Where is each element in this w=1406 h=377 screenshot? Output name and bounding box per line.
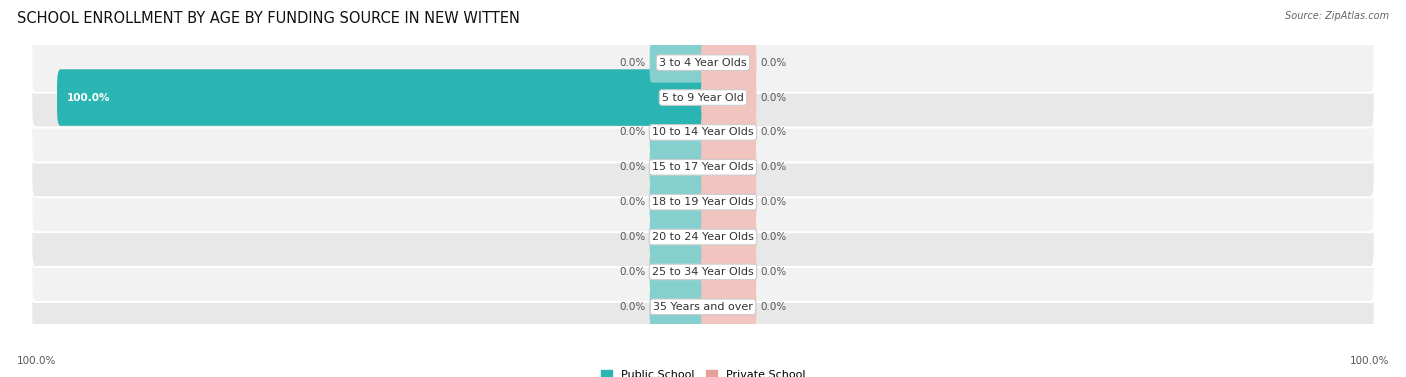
FancyBboxPatch shape — [702, 78, 756, 117]
FancyBboxPatch shape — [650, 113, 704, 152]
Text: 0.0%: 0.0% — [619, 197, 645, 207]
FancyBboxPatch shape — [31, 242, 1375, 302]
FancyBboxPatch shape — [650, 252, 704, 292]
Text: 0.0%: 0.0% — [619, 232, 645, 242]
FancyBboxPatch shape — [650, 287, 704, 326]
Text: 15 to 17 Year Olds: 15 to 17 Year Olds — [652, 162, 754, 172]
Text: 0.0%: 0.0% — [761, 127, 787, 138]
Text: 0.0%: 0.0% — [761, 92, 787, 103]
FancyBboxPatch shape — [31, 137, 1375, 197]
Text: 20 to 24 Year Olds: 20 to 24 Year Olds — [652, 232, 754, 242]
FancyBboxPatch shape — [31, 277, 1375, 337]
Text: 3 to 4 Year Olds: 3 to 4 Year Olds — [659, 58, 747, 68]
FancyBboxPatch shape — [31, 33, 1375, 93]
FancyBboxPatch shape — [31, 172, 1375, 232]
FancyBboxPatch shape — [31, 67, 1375, 127]
Text: SCHOOL ENROLLMENT BY AGE BY FUNDING SOURCE IN NEW WITTEN: SCHOOL ENROLLMENT BY AGE BY FUNDING SOUR… — [17, 11, 520, 26]
Text: 0.0%: 0.0% — [619, 162, 645, 172]
FancyBboxPatch shape — [702, 287, 756, 326]
Text: 5 to 9 Year Old: 5 to 9 Year Old — [662, 92, 744, 103]
Text: 0.0%: 0.0% — [619, 58, 645, 68]
Text: 0.0%: 0.0% — [619, 267, 645, 277]
FancyBboxPatch shape — [31, 103, 1375, 162]
Text: 0.0%: 0.0% — [619, 127, 645, 138]
FancyBboxPatch shape — [702, 182, 756, 222]
FancyBboxPatch shape — [650, 43, 704, 83]
FancyBboxPatch shape — [650, 182, 704, 222]
Text: 100.0%: 100.0% — [17, 356, 56, 366]
Text: 0.0%: 0.0% — [761, 162, 787, 172]
FancyBboxPatch shape — [58, 69, 706, 126]
Text: 100.0%: 100.0% — [66, 92, 110, 103]
Text: 0.0%: 0.0% — [761, 232, 787, 242]
FancyBboxPatch shape — [702, 252, 756, 292]
Text: 0.0%: 0.0% — [761, 197, 787, 207]
Text: 0.0%: 0.0% — [761, 58, 787, 68]
Legend: Public School, Private School: Public School, Private School — [600, 369, 806, 377]
Text: Source: ZipAtlas.com: Source: ZipAtlas.com — [1285, 11, 1389, 21]
Text: 0.0%: 0.0% — [761, 302, 787, 312]
Text: 0.0%: 0.0% — [761, 267, 787, 277]
FancyBboxPatch shape — [702, 217, 756, 257]
FancyBboxPatch shape — [702, 147, 756, 187]
FancyBboxPatch shape — [31, 207, 1375, 267]
Text: 35 Years and over: 35 Years and over — [652, 302, 754, 312]
FancyBboxPatch shape — [702, 43, 756, 83]
FancyBboxPatch shape — [650, 147, 704, 187]
Text: 100.0%: 100.0% — [1350, 356, 1389, 366]
FancyBboxPatch shape — [650, 217, 704, 257]
Text: 0.0%: 0.0% — [619, 302, 645, 312]
FancyBboxPatch shape — [702, 113, 756, 152]
Text: 18 to 19 Year Olds: 18 to 19 Year Olds — [652, 197, 754, 207]
Text: 10 to 14 Year Olds: 10 to 14 Year Olds — [652, 127, 754, 138]
Text: 25 to 34 Year Olds: 25 to 34 Year Olds — [652, 267, 754, 277]
